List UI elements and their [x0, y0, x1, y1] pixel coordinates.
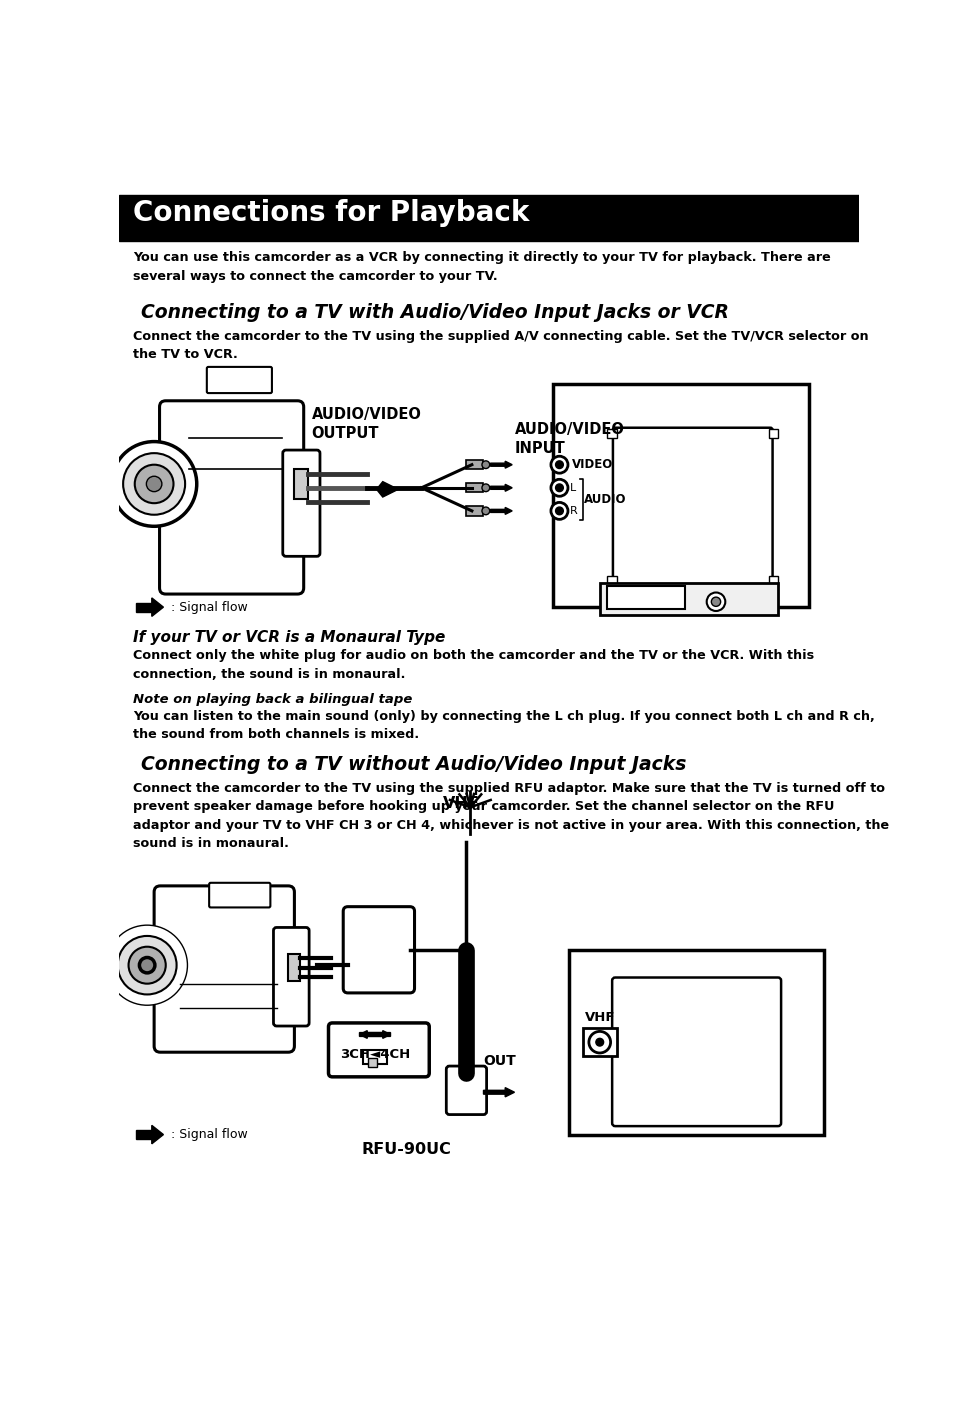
FancyBboxPatch shape: [599, 582, 778, 615]
FancyBboxPatch shape: [209, 883, 270, 907]
Text: : Signal flow: : Signal flow: [171, 600, 248, 614]
Circle shape: [706, 593, 724, 611]
Text: Connecting to a TV without Audio/Video Input Jacks: Connecting to a TV without Audio/Video I…: [141, 756, 685, 774]
Text: You can listen to the main sound (only) by connecting the L ch plug. If you conn: You can listen to the main sound (only) …: [133, 709, 874, 742]
FancyBboxPatch shape: [607, 586, 684, 608]
Bar: [607, 576, 617, 586]
FancyBboxPatch shape: [612, 428, 772, 586]
Circle shape: [555, 484, 562, 492]
FancyBboxPatch shape: [328, 1023, 429, 1077]
Text: Connecting to a TV with Audio/Video Input Jacks or VCR: Connecting to a TV with Audio/Video Inpu…: [141, 303, 728, 322]
Bar: [465, 484, 482, 492]
FancyBboxPatch shape: [282, 450, 319, 557]
Circle shape: [481, 461, 489, 468]
Text: Connect only the white plug for audio on both the camcorder and the TV or the VC: Connect only the white plug for audio on…: [133, 649, 814, 681]
FancyBboxPatch shape: [459, 991, 472, 1008]
Text: If your TV or VCR is a Monaural Type: If your TV or VCR is a Monaural Type: [133, 631, 445, 645]
Polygon shape: [136, 603, 152, 611]
Text: : Signal flow: : Signal flow: [171, 1129, 248, 1141]
Text: VHF: VHF: [584, 1011, 615, 1025]
Polygon shape: [376, 482, 397, 498]
Circle shape: [550, 479, 567, 496]
Text: Connections for Playback: Connections for Playback: [133, 199, 529, 227]
Text: Note on playing back a bilingual tape: Note on playing back a bilingual tape: [133, 694, 412, 707]
Polygon shape: [136, 1130, 152, 1140]
Circle shape: [596, 1039, 603, 1046]
FancyBboxPatch shape: [462, 1019, 470, 1030]
Polygon shape: [152, 597, 163, 617]
FancyBboxPatch shape: [568, 949, 823, 1134]
Polygon shape: [152, 1126, 163, 1144]
Bar: [768, 576, 778, 586]
Circle shape: [481, 508, 489, 515]
Circle shape: [134, 464, 173, 503]
Bar: [288, 953, 299, 980]
FancyBboxPatch shape: [154, 886, 294, 1052]
Text: RFU-90UC: RFU-90UC: [360, 1143, 451, 1157]
Circle shape: [555, 461, 562, 468]
Text: Connect the camcorder to the TV using the supplied A/V connecting cable. Set the: Connect the camcorder to the TV using th…: [133, 329, 868, 362]
Text: AUDIO/VIDEO
OUTPUT: AUDIO/VIDEO OUTPUT: [311, 407, 421, 440]
Bar: [363, 1050, 386, 1064]
Circle shape: [117, 937, 176, 994]
FancyBboxPatch shape: [159, 401, 303, 594]
Bar: [465, 506, 482, 516]
Bar: [294, 468, 307, 499]
Circle shape: [112, 442, 196, 526]
Text: VIDEO: VIDEO: [571, 458, 613, 471]
Circle shape: [146, 477, 162, 492]
FancyArrow shape: [359, 1030, 390, 1039]
Circle shape: [139, 958, 154, 973]
Text: You can use this camcorder as a VCR by connecting it directly to your TV for pla: You can use this camcorder as a VCR by c…: [133, 251, 830, 283]
Circle shape: [555, 508, 562, 515]
FancyArrow shape: [461, 1046, 471, 1066]
FancyBboxPatch shape: [582, 1028, 617, 1056]
Circle shape: [107, 925, 187, 1005]
FancyArrow shape: [483, 1088, 514, 1096]
Circle shape: [129, 946, 166, 984]
Circle shape: [711, 597, 720, 607]
FancyBboxPatch shape: [553, 384, 808, 607]
Circle shape: [588, 1032, 610, 1053]
Text: AUDIO: AUDIO: [583, 494, 626, 506]
FancyBboxPatch shape: [207, 367, 272, 393]
Circle shape: [550, 456, 567, 472]
Text: R: R: [570, 506, 578, 516]
Circle shape: [481, 484, 489, 492]
Text: 3CH◄4CH: 3CH◄4CH: [340, 1049, 410, 1061]
FancyArrow shape: [359, 1030, 390, 1039]
FancyBboxPatch shape: [446, 1066, 486, 1115]
Bar: [119, 195, 858, 241]
Bar: [768, 429, 778, 437]
Bar: [465, 460, 482, 470]
Text: VHF: VHF: [443, 796, 479, 812]
Circle shape: [550, 502, 567, 519]
Circle shape: [123, 453, 185, 515]
Text: OUT: OUT: [483, 1054, 516, 1068]
Bar: [607, 429, 617, 437]
Text: L: L: [570, 482, 576, 492]
FancyArrow shape: [490, 484, 512, 491]
FancyBboxPatch shape: [274, 928, 309, 1026]
Text: Connect the camcorder to the TV using the supplied RFU adaptor. Make sure that t: Connect the camcorder to the TV using th…: [133, 782, 888, 851]
FancyArrow shape: [490, 508, 512, 515]
Bar: [368, 1057, 377, 1067]
FancyBboxPatch shape: [612, 977, 781, 1126]
FancyBboxPatch shape: [343, 907, 415, 993]
FancyArrow shape: [490, 461, 512, 468]
Text: AUDIO/VIDEO
INPUT: AUDIO/VIDEO INPUT: [514, 422, 623, 456]
